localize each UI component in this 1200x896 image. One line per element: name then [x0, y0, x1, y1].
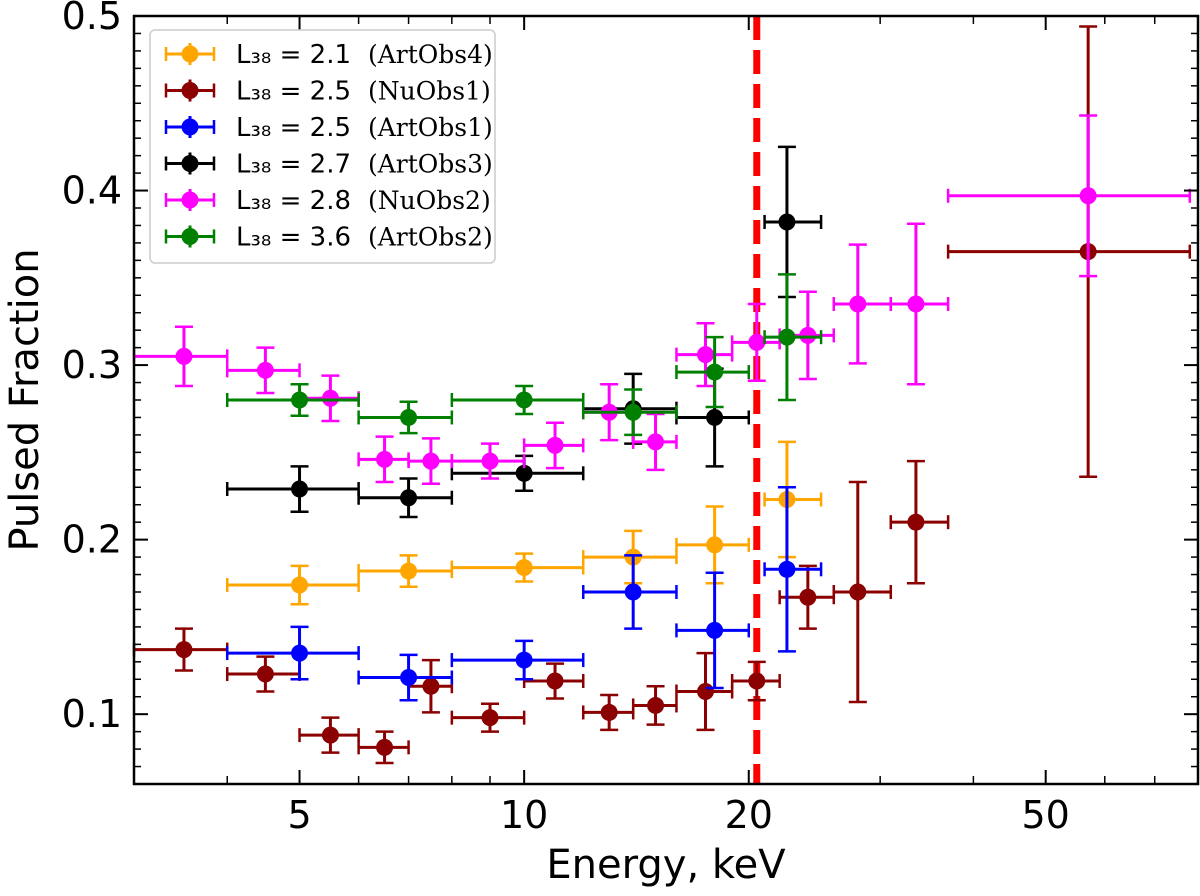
data-point — [849, 583, 867, 601]
data-point — [175, 347, 193, 365]
legend-label-math: L₃₈ = 2.5 — [236, 77, 351, 107]
data-point — [376, 450, 394, 468]
series-1 — [225, 440, 823, 606]
legend-label-math: L₃₈ = 2.1 — [236, 40, 351, 70]
data-point — [400, 669, 418, 687]
y-tick-label: 0.5 — [62, 0, 122, 38]
legend-label-math: L₃₈ = 3.6 — [236, 223, 351, 253]
legend-box — [149, 29, 496, 264]
x-tick-label: 20 — [725, 793, 773, 837]
data-point — [624, 583, 642, 601]
data-point — [422, 677, 440, 695]
data-point — [647, 433, 665, 451]
legend-marker-dot — [181, 155, 199, 172]
data-point — [376, 738, 394, 756]
x-axis-label: Energy, keV — [546, 842, 786, 888]
data-point — [481, 709, 499, 727]
legend-entry: L₃₈ = 2.5 (ArtObs1) — [164, 113, 493, 143]
legend-marker-dot — [181, 118, 199, 136]
data-point — [515, 651, 533, 669]
data-point — [256, 361, 274, 379]
data-point — [400, 489, 418, 507]
data-point — [291, 644, 309, 662]
data-point — [706, 408, 724, 426]
data-point — [696, 682, 714, 700]
data-point — [400, 562, 418, 580]
data-point — [778, 328, 796, 346]
data-point — [546, 436, 564, 454]
legend-entry: L₃₈ = 2.5 (NuObs1) — [164, 77, 491, 107]
data-point — [799, 326, 817, 344]
y-axis-label: Pulsed Fraction — [2, 248, 48, 551]
legend-label-note: (NuObs2) — [368, 186, 491, 215]
legend-label-math: L₃₈ = 2.5 — [236, 113, 351, 143]
x-tick-label: 10 — [500, 793, 548, 837]
legend-entry: L₃₈ = 2.8 (NuObs2) — [164, 186, 491, 216]
data-point — [481, 452, 499, 470]
data-point — [515, 464, 533, 482]
data-point — [907, 513, 925, 531]
data-point — [748, 672, 766, 690]
legend-marker-dot — [181, 228, 199, 245]
data-point — [515, 559, 533, 577]
data-point — [907, 295, 925, 313]
legend-label-note: (NuObs1) — [368, 77, 491, 106]
y-tick-label: 0.4 — [62, 169, 122, 213]
legend-marker-dot — [181, 191, 199, 209]
data-point — [706, 621, 724, 639]
legend-label-math: L₃₈ = 2.8 — [236, 186, 351, 216]
data-point — [799, 588, 817, 606]
data-point — [321, 726, 339, 744]
legend-label-note: (ArtObs2) — [368, 223, 493, 252]
data-point — [256, 665, 274, 683]
data-point — [291, 480, 309, 498]
series-6 — [225, 273, 823, 437]
legend-entry: L₃₈ = 2.1 (ArtObs4) — [164, 40, 493, 70]
series-2 — [132, 25, 1192, 765]
data-point — [291, 576, 309, 594]
data-point — [321, 389, 339, 407]
x-tick-label: 5 — [287, 793, 311, 837]
legend-marker-dot — [181, 82, 199, 99]
data-point — [778, 560, 796, 578]
legend-marker-dot — [181, 45, 199, 63]
legend-label-note: (ArtObs1) — [368, 113, 493, 142]
y-tick-label: 0.2 — [62, 518, 122, 562]
data-point — [706, 363, 724, 381]
legend-label-note: (ArtObs3) — [368, 150, 493, 179]
data-point — [515, 391, 533, 409]
data-point — [748, 333, 766, 351]
legend-entry: L₃₈ = 3.6 (ArtObs2) — [164, 223, 493, 253]
data-point — [647, 696, 665, 714]
data-point — [849, 295, 867, 313]
x-tick-label: 50 — [1022, 793, 1070, 837]
data-point — [546, 672, 564, 690]
data-point — [624, 403, 642, 421]
data-point — [422, 452, 440, 470]
data-point — [706, 536, 724, 554]
data-point — [400, 408, 418, 426]
data-point — [600, 703, 618, 721]
legend-label-note: (ArtObs4) — [368, 40, 493, 69]
data-point — [291, 391, 309, 409]
legend-label-math: L₃₈ = 2.7 — [236, 150, 351, 180]
legend-entry: L₃₈ = 2.7 (ArtObs3) — [164, 150, 493, 180]
data-point — [1079, 187, 1097, 205]
y-tick-label: 0.1 — [62, 692, 122, 736]
y-tick-label: 0.3 — [62, 343, 122, 387]
series-3 — [225, 486, 823, 702]
data-point — [175, 641, 193, 659]
data-point — [778, 213, 796, 231]
data-point — [696, 346, 714, 364]
